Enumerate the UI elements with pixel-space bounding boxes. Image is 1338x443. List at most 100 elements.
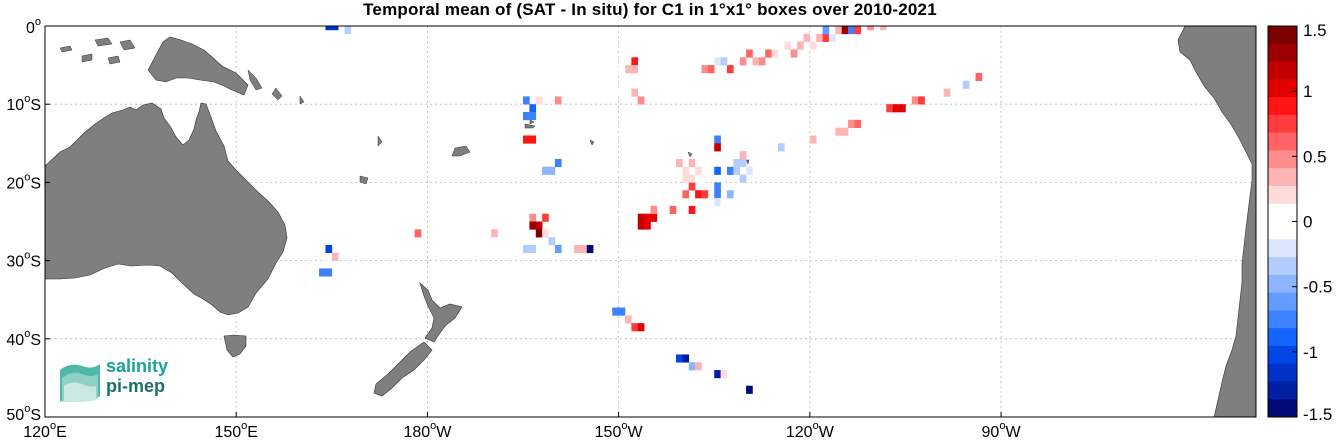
data-cell — [695, 166, 702, 175]
data-cell — [554, 158, 562, 168]
data-cell — [752, 57, 760, 66]
data-cell — [669, 205, 677, 214]
colorbar-tick-label: 1 — [1303, 82, 1312, 101]
data-cell — [720, 370, 728, 379]
data-cell — [720, 57, 728, 66]
logo-text-pi-mep: pi-mep — [106, 376, 166, 396]
data-cell — [848, 119, 855, 128]
data-cell — [733, 166, 741, 175]
data-cell — [529, 221, 537, 230]
colorbar-swatch — [1268, 132, 1297, 151]
data-cell — [682, 190, 690, 199]
data-cell — [523, 135, 530, 144]
data-cell — [962, 80, 970, 89]
data-cell — [325, 244, 333, 254]
data-cell — [637, 96, 645, 105]
data-cell — [523, 112, 530, 121]
colorbar-tick-label: 0 — [1303, 213, 1312, 232]
data-cell — [822, 26, 830, 35]
colorbar-swatch — [1268, 185, 1297, 205]
data-cell — [529, 213, 537, 222]
data-cell — [325, 260, 333, 269]
data-cell — [726, 190, 734, 199]
data-cell — [319, 268, 326, 277]
logo-waves-icon — [60, 364, 100, 402]
data-cell — [574, 26, 581, 35]
data-cell — [854, 26, 862, 35]
data-cell — [701, 190, 709, 199]
data-cell — [758, 57, 766, 66]
data-cell — [344, 26, 352, 35]
data-cell — [714, 57, 721, 66]
south-america-land — [1177, 26, 1256, 417]
data-cell — [414, 229, 422, 238]
data-cell — [746, 49, 753, 58]
data-cell — [975, 72, 983, 82]
data-cell — [695, 190, 702, 199]
new-zealand-north-land — [419, 282, 463, 343]
data-cell — [777, 57, 785, 66]
data-cell — [790, 49, 798, 58]
data-cell — [535, 221, 543, 230]
colorbar-tick-label: -1.5 — [1303, 405, 1332, 424]
data-cells — [319, 26, 983, 394]
new-zealand-south-land — [373, 341, 433, 397]
colorbar-swatch — [1268, 399, 1297, 418]
data-cell — [739, 174, 747, 183]
colorbar-tick-label: -1 — [1303, 343, 1318, 362]
data-cell — [542, 229, 549, 238]
data-cell — [918, 96, 925, 105]
data-cell — [695, 174, 702, 183]
data-cell — [625, 315, 632, 324]
y-tick-label: 40oS — [6, 328, 41, 349]
data-cell — [867, 26, 874, 31]
data-cell — [650, 213, 658, 222]
colorbar-swatch — [1268, 381, 1297, 400]
data-cell — [784, 41, 792, 50]
data-cell — [325, 26, 333, 31]
colorbar-swatch — [1268, 310, 1297, 329]
salinity-pimep-logo: salinity pi-mep — [58, 356, 198, 404]
data-cell — [746, 166, 753, 175]
land-layer — [45, 26, 1256, 417]
data-cell — [943, 88, 951, 97]
colorbar-swatch — [1268, 203, 1297, 222]
colorbar-swatch — [1268, 168, 1297, 187]
data-cell — [714, 135, 721, 144]
logo-text-salinity: salinity — [106, 356, 169, 376]
data-cell — [841, 26, 849, 35]
data-cell — [841, 127, 849, 136]
data-cell — [765, 49, 772, 58]
data-cell — [554, 96, 562, 105]
data-cell — [835, 127, 843, 136]
data-cell — [574, 244, 581, 254]
data-cell — [580, 244, 588, 254]
data-cell — [688, 362, 696, 371]
data-cell — [777, 143, 785, 152]
data-cell — [682, 174, 690, 183]
data-cell — [650, 205, 658, 214]
x-tick-label: 90oW — [982, 420, 1022, 438]
data-cell — [695, 362, 702, 371]
data-cell — [835, 26, 843, 35]
data-cell — [631, 65, 639, 74]
new-guinea-land — [147, 36, 249, 96]
data-cell — [548, 166, 556, 175]
data-cell — [682, 166, 690, 175]
data-cell — [631, 57, 639, 66]
data-cell — [797, 41, 804, 50]
data-cell — [701, 65, 709, 74]
colorbar-tick-label: 0.5 — [1303, 147, 1327, 166]
data-cell — [816, 33, 823, 42]
colorbar-swatch — [1268, 345, 1297, 365]
data-cell — [625, 65, 632, 74]
data-cell — [695, 158, 702, 168]
data-cell — [828, 33, 836, 42]
data-cell — [739, 158, 747, 168]
colorbar-swatch — [1268, 363, 1297, 382]
data-cell — [580, 92, 588, 101]
tasmania-land — [223, 334, 247, 358]
colorbar-swatch — [1268, 328, 1297, 347]
data-cell — [612, 88, 619, 97]
